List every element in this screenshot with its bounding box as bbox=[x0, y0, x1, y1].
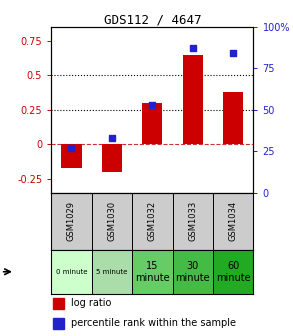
Bar bbox=[61, 144, 81, 168]
Bar bbox=[132, 250, 173, 294]
Point bbox=[150, 102, 155, 108]
Text: 60
minute: 60 minute bbox=[216, 261, 251, 283]
Text: GSM1030: GSM1030 bbox=[108, 201, 116, 241]
Bar bbox=[51, 250, 92, 294]
Bar bbox=[223, 92, 243, 144]
Point bbox=[110, 135, 114, 141]
Point bbox=[190, 46, 195, 51]
Text: 30
minute: 30 minute bbox=[176, 261, 210, 283]
Text: log ratio: log ratio bbox=[71, 298, 112, 308]
Title: GDS112 / 4647: GDS112 / 4647 bbox=[104, 14, 201, 27]
Bar bbox=[173, 250, 213, 294]
Bar bbox=[92, 250, 132, 294]
Text: 0 minute: 0 minute bbox=[56, 269, 87, 275]
Text: 5 minute: 5 minute bbox=[96, 269, 128, 275]
Bar bbox=[102, 144, 122, 172]
Bar bbox=[142, 103, 162, 144]
Text: GSM1033: GSM1033 bbox=[188, 201, 197, 241]
Bar bbox=[53, 298, 64, 308]
Text: percentile rank within the sample: percentile rank within the sample bbox=[71, 318, 236, 328]
Point bbox=[69, 145, 74, 151]
Bar bbox=[53, 318, 64, 329]
Point bbox=[231, 51, 236, 56]
Text: GSM1034: GSM1034 bbox=[229, 201, 238, 241]
Bar bbox=[213, 250, 253, 294]
Text: GSM1032: GSM1032 bbox=[148, 201, 157, 241]
Text: 15
minute: 15 minute bbox=[135, 261, 170, 283]
Bar bbox=[183, 54, 203, 144]
Text: GSM1029: GSM1029 bbox=[67, 201, 76, 241]
